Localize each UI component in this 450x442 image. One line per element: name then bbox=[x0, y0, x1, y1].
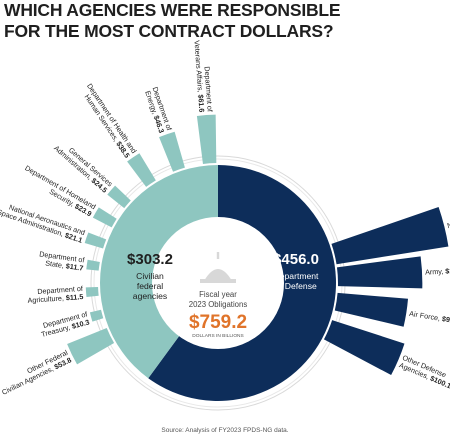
bar-label-line: State, $11.7 bbox=[45, 258, 84, 272]
bar-value-label: $11.5 bbox=[63, 292, 83, 302]
bar-label-text: Navy, bbox=[446, 217, 450, 230]
bar-civilian-7 bbox=[127, 153, 156, 187]
defense-total-value: $456.0 bbox=[273, 251, 319, 268]
bar-defense-0 bbox=[331, 207, 449, 265]
bar-value-label: $92.6 bbox=[439, 314, 450, 326]
bar-label-text: Air Force, bbox=[409, 309, 441, 323]
bar-label-line: Department of bbox=[37, 284, 83, 296]
bar-label-text: Department of bbox=[202, 66, 214, 112]
bar-label-text: Army, bbox=[425, 267, 444, 277]
bar-civilian-3 bbox=[86, 259, 100, 271]
civilian-label-line: federal bbox=[137, 281, 163, 291]
bar-defense-2 bbox=[334, 292, 409, 327]
capitol-icon bbox=[200, 252, 236, 283]
bar-civilian-5 bbox=[92, 207, 117, 228]
bar-label-text: State, bbox=[45, 258, 65, 270]
bar-defense-3 bbox=[323, 320, 405, 376]
bar-civilian-1 bbox=[89, 309, 104, 322]
bar-civilian-2 bbox=[85, 286, 99, 298]
bar-label-line: Department of Health and bbox=[85, 82, 138, 155]
bar-value-label: $111.6 bbox=[443, 265, 450, 275]
bar-label-line: Veterans Affairs, $61.6 bbox=[192, 40, 206, 113]
bar-value-label: $100.1 bbox=[427, 373, 450, 391]
bar-label-line: Navy, $151.8 bbox=[446, 211, 450, 230]
bar-label-line: Agriculture, $11.5 bbox=[27, 292, 83, 305]
bar-civilian-0 bbox=[67, 327, 115, 365]
bar-value-label: $11.7 bbox=[63, 261, 84, 273]
chart-title: WHICH AGENCIES WERE RESPONSIBLE FOR THE … bbox=[4, 0, 444, 42]
center-line-2: 2023 Obligations bbox=[189, 300, 248, 309]
source-note: Source: Analysis of FY2023 FPDS-NG data. bbox=[161, 427, 289, 434]
civilian-label-line: agencies bbox=[133, 291, 167, 301]
bar-civilian-9 bbox=[196, 114, 217, 164]
bar-label-text: Veterans Affairs, bbox=[192, 40, 205, 93]
bar-civilian-4 bbox=[84, 232, 107, 249]
center-total-value: $759.2 bbox=[189, 312, 247, 333]
center-unit-label: DOLLARS IN BILLIONS bbox=[192, 333, 243, 339]
bar-label-text: Agriculture, bbox=[27, 293, 64, 305]
defense-label-line: Department bbox=[274, 271, 320, 281]
center-line-1: Fiscal year bbox=[199, 290, 237, 299]
civilian-label-line: Civilian bbox=[136, 271, 164, 281]
bar-label-line: Army, $111.6 bbox=[425, 265, 450, 276]
bar-label-defense-0: Navy, $151.8 bbox=[446, 211, 450, 230]
civilian-total-value: $303.2 bbox=[127, 251, 173, 268]
bar-defense-1 bbox=[336, 256, 423, 289]
bar-label-text: Department of bbox=[37, 284, 83, 296]
center-disc-edge bbox=[152, 217, 284, 349]
bar-label-defense-2: Air Force, $92.6 bbox=[409, 309, 450, 326]
bar-label-defense-1: Army, $111.6 bbox=[425, 265, 450, 276]
defense-label-line: of Defense bbox=[275, 281, 317, 291]
bar-label-line: Air Force, $92.6 bbox=[409, 309, 450, 326]
bar-civilian-6 bbox=[107, 185, 131, 209]
chart-title-line-2: FOR THE MOST CONTRACT DOLLARS? bbox=[4, 21, 334, 41]
bar-label-text: Department of Health and bbox=[85, 82, 138, 155]
chart-title-line-1: WHICH AGENCIES WERE RESPONSIBLE bbox=[4, 0, 341, 20]
bar-civilian-8 bbox=[159, 131, 185, 172]
bar-label-line: Department of bbox=[202, 66, 214, 112]
bar-value-label: $61.6 bbox=[196, 92, 206, 113]
